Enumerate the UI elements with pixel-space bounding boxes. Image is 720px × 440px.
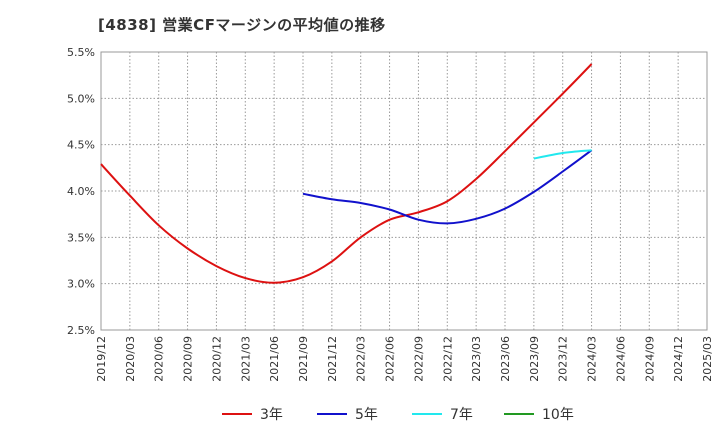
x-tick-label: 2021/09	[297, 336, 310, 382]
series-line	[302, 149, 593, 225]
x-tick-label: 2023/06	[499, 336, 512, 382]
x-axis-ticks: 2019/12 2020/03 2020/06 2020/09 2020/12 2021/…	[95, 336, 714, 382]
legend-label: 10年	[542, 407, 574, 423]
x-tick-label: 2021/06	[268, 336, 281, 382]
y-tick-label: 3.0%	[67, 278, 95, 291]
x-tick-label: 2021/12	[326, 336, 339, 382]
y-tick-label: 5.5%	[67, 46, 95, 59]
y-tick-label: 4.0%	[67, 185, 95, 198]
x-tick-label: 2020/09	[182, 336, 195, 382]
plot-border	[100, 51, 708, 331]
x-tick-label: 2020/12	[210, 336, 223, 382]
x-tick-label: 2024/12	[672, 336, 685, 382]
y-tick-label: 4.5%	[67, 139, 95, 152]
grid-lines	[101, 52, 707, 330]
y-tick-label: 2.5%	[67, 324, 95, 337]
y-axis-ticks: 2.5% 3.0% 3.5% 4.0% 4.5% 5.0% 5.5%	[67, 46, 95, 337]
x-tick-label: 2020/06	[153, 336, 166, 382]
x-tick-label: 2020/03	[124, 336, 137, 382]
series-line	[100, 63, 593, 284]
y-tick-label: 5.0%	[67, 92, 95, 105]
y-tick-label: 3.5%	[67, 231, 95, 244]
x-tick-label: 2023/12	[557, 336, 570, 382]
legend-label: 7年	[450, 407, 473, 423]
x-tick-label: 2022/09	[412, 336, 425, 382]
x-tick-label: 2024/03	[586, 336, 599, 382]
x-tick-label: 2022/12	[441, 336, 454, 382]
x-tick-label: 2019/12	[95, 336, 108, 382]
x-tick-label: 2022/06	[384, 336, 397, 382]
x-tick-label: 2024/09	[643, 336, 656, 382]
legend-label: 5年	[355, 407, 378, 423]
legend: 3年 5年 7年 10年	[222, 407, 574, 423]
series-line	[533, 149, 592, 160]
x-tick-label: 2021/03	[239, 336, 252, 382]
x-tick-label: 2022/03	[355, 336, 368, 382]
x-tick-label: 2024/06	[614, 336, 627, 382]
chart-title: [4838] 営業CFマージンの平均値の推移	[98, 16, 386, 34]
x-tick-label: 2023/03	[470, 336, 483, 382]
x-tick-label: 2023/09	[528, 336, 541, 382]
series-lines	[100, 63, 593, 284]
legend-label: 3年	[260, 407, 283, 423]
x-tick-label: 2025/03	[701, 336, 714, 382]
